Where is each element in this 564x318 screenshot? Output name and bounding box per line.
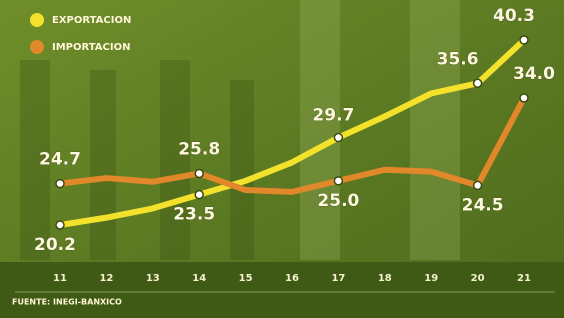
x-tick-label: 15 [239, 273, 253, 284]
x-tick-label: 16 [285, 273, 299, 284]
point [195, 191, 203, 199]
x-tick-label: 19 [424, 273, 438, 284]
data-label: 40.3 [493, 6, 535, 26]
point [195, 169, 203, 177]
legend-label: IMPORTACION [52, 42, 130, 53]
data-label: 35.6 [437, 49, 479, 69]
legend-marker [30, 13, 44, 27]
x-tick-label: 17 [331, 273, 345, 284]
x-tick-label: 14 [192, 273, 206, 284]
point [334, 177, 342, 185]
x-tick-label: 18 [378, 273, 392, 284]
data-label: 23.5 [173, 205, 215, 225]
x-tick-label: 13 [146, 273, 160, 284]
x-tick-label: 12 [99, 273, 113, 284]
data-label: 34.0 [513, 64, 555, 84]
data-label: 20.2 [34, 235, 76, 255]
data-label: 24.5 [462, 195, 504, 215]
point [474, 181, 482, 189]
source: FUENTE: INEGI-BANXICO [12, 298, 122, 307]
x-tick-label: 20 [471, 273, 485, 284]
point [334, 134, 342, 142]
point [56, 221, 64, 229]
axis-band [0, 262, 564, 318]
chart: FUENTE: INEGI-BANXICO 11 12 13 14 15 16 17 18 19… [0, 0, 564, 318]
legend-label: EXPORTACION [52, 15, 131, 26]
point [520, 36, 528, 44]
point [520, 94, 528, 102]
point [56, 180, 64, 188]
legend-marker [30, 40, 44, 54]
point [474, 79, 482, 87]
data-label: 29.7 [312, 106, 354, 126]
x-tick-label: 21 [517, 273, 531, 284]
data-label: 25.0 [317, 191, 359, 211]
x-tick-label: 11 [53, 273, 67, 284]
data-label: 24.7 [39, 150, 81, 170]
data-label: 25.8 [178, 139, 220, 159]
